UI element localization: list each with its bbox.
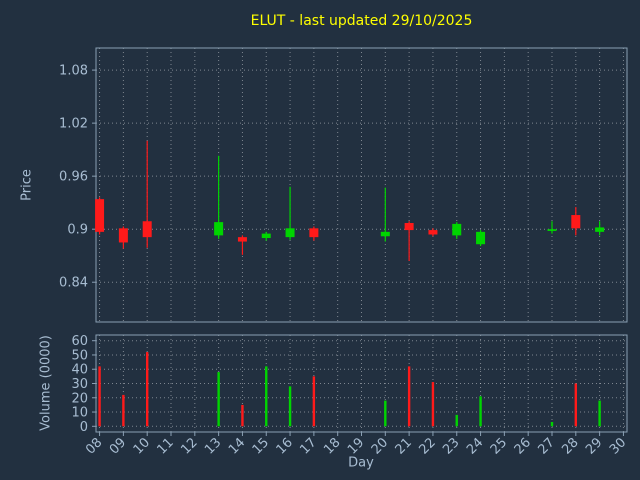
day-tick-label: 30 [607, 435, 629, 457]
volume-bar [550, 422, 554, 427]
price-tick-label: 0.96 [59, 170, 88, 185]
day-tick-label: 09 [107, 435, 129, 457]
day-tick-label: 16 [274, 435, 296, 457]
volume-bar [384, 400, 387, 427]
day-tick-label: 25 [488, 435, 510, 457]
volume-bar [479, 396, 482, 427]
candle-body [428, 230, 438, 235]
day-tick-label: 26 [512, 435, 534, 457]
volume-tick-label: 40 [71, 363, 88, 378]
volume-tick-label: 10 [71, 406, 88, 421]
day-axis-label: Day [348, 455, 374, 471]
day-tick-label: 08 [83, 435, 105, 457]
day-tick-label: 29 [583, 435, 605, 457]
candle-body [571, 215, 581, 229]
candle-body [285, 228, 295, 238]
price-tick-label: 1.08 [59, 64, 88, 79]
candle [285, 186, 295, 240]
candle-body [309, 228, 319, 238]
candle-body [95, 199, 105, 232]
candle-body [476, 231, 486, 245]
price-tick-label: 1.02 [59, 117, 88, 132]
price-axes-border [95, 47, 628, 323]
candle [142, 140, 152, 248]
candle-body [547, 229, 557, 231]
candle [547, 221, 557, 234]
volume-bar [455, 414, 458, 427]
gridlines [96, 48, 627, 432]
day-tick-label: 23 [440, 435, 462, 457]
volume-series [98, 352, 601, 427]
candle [261, 231, 271, 241]
candle-body [118, 228, 128, 243]
day-tick-label: 22 [416, 435, 438, 457]
candle [214, 155, 224, 239]
candle [309, 226, 319, 241]
price-tick-label: 0.84 [59, 276, 88, 291]
day-tick-label: 21 [393, 435, 415, 457]
day-tick-label: 28 [559, 435, 581, 457]
candle [428, 228, 438, 237]
day-tick-label: 10 [131, 435, 153, 457]
candle-body [237, 237, 247, 242]
volume-bar [312, 376, 316, 427]
candle [595, 221, 605, 236]
day-tick-label: 20 [369, 435, 391, 457]
volume-bar [598, 400, 601, 427]
volume-tick-label: 0 [80, 420, 88, 435]
candle-body [452, 223, 462, 236]
candle [380, 187, 390, 242]
candle-body [142, 221, 152, 238]
day-tick-label: 14 [226, 435, 248, 457]
volume-bar [265, 366, 268, 427]
day-tick-label: 12 [178, 435, 200, 457]
volume-bar [407, 366, 411, 427]
volume-bar [288, 386, 292, 427]
day-tick-label: 24 [464, 435, 486, 457]
candle [404, 221, 414, 262]
volume-tick-label: 30 [71, 377, 88, 392]
price-tick-label: 0.9 [67, 223, 88, 238]
volume-tick-label: 50 [71, 348, 88, 363]
day-tick-label: 15 [250, 435, 272, 457]
volume-tick-label: 60 [71, 334, 88, 349]
day-tick-label: 19 [345, 435, 367, 457]
candle-body [380, 231, 390, 237]
chart-title: ELUT - last updated 29/10/2025 [250, 13, 473, 29]
volume-bar [217, 372, 220, 427]
candle [476, 230, 486, 246]
candle-body [404, 223, 414, 231]
volume-tick-label: 20 [71, 391, 88, 406]
volume-bar [98, 366, 101, 427]
candle [95, 197, 105, 235]
volume-axes-border [95, 334, 628, 433]
candle [118, 226, 128, 249]
day-tick-label: 11 [155, 435, 177, 457]
candle [237, 235, 247, 255]
tick-marks [92, 69, 624, 436]
candle [571, 207, 581, 236]
volume-bar [145, 352, 149, 427]
candle-body [214, 222, 224, 236]
candle [452, 222, 462, 239]
candle-body [261, 233, 271, 239]
day-tick-label: 13 [202, 435, 224, 457]
volume-bar [574, 383, 578, 427]
volume-bar [122, 394, 125, 427]
volume-bar [431, 382, 435, 427]
day-tick-label: 27 [536, 435, 558, 457]
candle-body [595, 227, 605, 232]
day-tick-label: 17 [297, 435, 319, 457]
candlestick-series [95, 140, 605, 262]
volume-bar [241, 404, 244, 427]
day-tick-label: 18 [321, 435, 343, 457]
